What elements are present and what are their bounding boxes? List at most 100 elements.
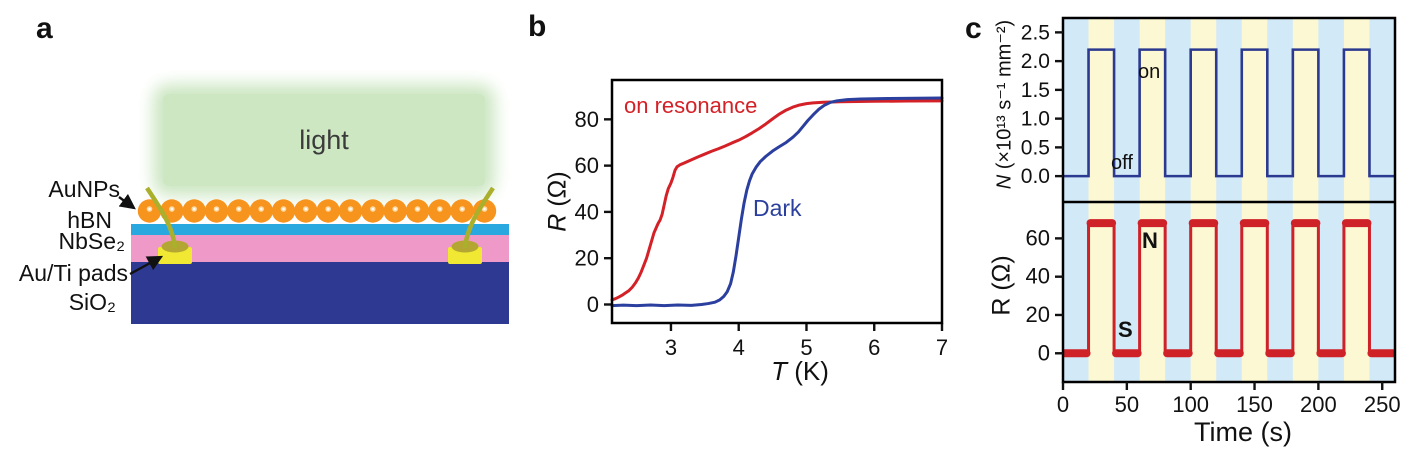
gold-nanoparticle	[361, 199, 385, 223]
c-top-y-tick-label: 2.0	[1021, 50, 1050, 73]
b-x-tick-label: 3	[665, 335, 677, 360]
hbn-layer	[131, 224, 509, 235]
b-y-tick-label: 0	[587, 292, 599, 317]
b-y-tick-label: 80	[575, 107, 599, 132]
gold-nanoparticle	[294, 199, 318, 223]
gold-nanoparticle	[405, 199, 430, 223]
c-x-tick-label: 100	[1172, 392, 1209, 417]
nbse2-layer	[131, 235, 509, 262]
c-bottom-y-axis-label: R (Ω)	[987, 255, 1016, 316]
gold-nanoparticle	[316, 199, 340, 223]
b-y-axis-label: R (Ω)	[544, 142, 573, 262]
gold-nanoparticle	[249, 199, 273, 223]
on-resonance-curve-label: on resonance	[624, 93, 758, 118]
gold-nanoparticle	[271, 199, 296, 223]
gold-nanoparticle	[227, 199, 251, 223]
auti-arrow	[129, 255, 164, 276]
light-label: light	[299, 124, 349, 155]
bond-wire-left	[145, 186, 178, 249]
b-x-var: T	[771, 356, 787, 386]
light-on-band	[1241, 18, 1268, 382]
c-x-tick-label: 150	[1236, 392, 1273, 417]
b-y-tick-label: 60	[575, 153, 599, 178]
series-on-resonance	[610, 99, 944, 302]
auti-pad-right	[448, 247, 482, 264]
c-top-y-tick-label: 0.0	[1021, 165, 1050, 188]
label-hbn: hBN	[67, 207, 112, 233]
light-on-band	[1343, 18, 1370, 382]
gold-nanoparticle	[428, 199, 452, 223]
gold-nanoparticle	[182, 199, 206, 223]
light-on-band	[1190, 18, 1217, 382]
b-plot-border	[610, 78, 944, 325]
gold-nanoparticle	[450, 199, 474, 223]
gold-nanoparticle	[204, 199, 229, 223]
c-bottom-y-tick-label: 0	[1038, 340, 1050, 365]
b-axis-ticks: 0 20 40 60 80 3 4 5 6 7	[575, 107, 949, 360]
b-y-tick-label: 20	[575, 246, 599, 271]
c-x-tick-label: 250	[1364, 392, 1401, 417]
b-x-axis-label: T (K)	[720, 356, 880, 387]
light-on-band	[1088, 18, 1115, 382]
panel-label-c: c	[965, 12, 982, 45]
panel-a-device-schematic: a light AuNPs hBN NbSe₂ Au/T	[0, 0, 520, 456]
resistance-flat-segments	[1064, 219, 1394, 358]
label-sio2: SiO₂	[68, 289, 116, 315]
annotation-on: on	[1138, 61, 1161, 83]
panel-b-rt-plot: b 0 20 40 60 80 3 4 5 6 7 R (Ω) T (K) on resonanc…	[520, 0, 960, 456]
annotation-normal-state: N	[1142, 228, 1158, 253]
c-top-y-rest: (×10¹³ s⁻¹ mm⁻²)	[993, 19, 1016, 175]
c-x-tick-label: 200	[1300, 392, 1337, 417]
label-auti: Au/Ti pads	[18, 260, 128, 286]
dark-curve-label: Dark	[753, 195, 802, 221]
gold-nanoparticle	[338, 199, 363, 223]
photon-flux-wave	[1064, 48, 1394, 178]
b-x-tick-label: 6	[868, 335, 880, 360]
c-axis-ticks: 0.0 0.5 1.0 1.5 2.0 2.5 0 20 40 60 0 50 100 150 200 250	[1021, 21, 1401, 417]
c-top-y-tick-label: 2.5	[1021, 21, 1050, 44]
c-top-y-var: N	[993, 174, 1016, 190]
time-trace-plot: 0.0 0.5 1.0 1.5 2.0 2.5 0 20 40 60 0 50 100 150 200 250	[1021, 16, 1401, 417]
b-x-rest: (K)	[787, 356, 829, 386]
gold-nanoparticle	[472, 199, 497, 223]
light-beam: light	[163, 94, 485, 186]
annotation-superconducting-state: S	[1118, 317, 1133, 342]
c-top-y-tick-label: 1.5	[1021, 79, 1050, 102]
c-top-y-axis-label: N (×10¹³ s⁻¹ mm⁻²)	[992, 5, 1017, 205]
c-bottom-y-tick-label: 20	[1026, 302, 1050, 327]
label-aunps: AuNPs	[48, 176, 120, 202]
panel-label-a: a	[36, 12, 53, 45]
light-on-band	[1139, 18, 1166, 382]
rt-plot: 0 20 40 60 80 3 4 5 6 7	[575, 78, 949, 360]
panel-label-b: b	[528, 10, 547, 43]
panel-c-time-traces: c 0.0 0.5 1.0 1.5 2.0 2.5 0 20 40 60 0 50 100 150 200 2…	[960, 0, 1404, 456]
c-x-tick-label: 50	[1115, 392, 1139, 417]
c-bottom-y-tick-label: 40	[1026, 264, 1050, 289]
gold-nanoparticle	[137, 199, 162, 223]
b-x-tick-label: 7	[936, 335, 948, 360]
auti-pad-left	[158, 247, 192, 264]
b-y-rest: (Ω)	[543, 171, 572, 214]
aunps-arrow	[118, 193, 136, 210]
c-top-y-tick-label: 1.0	[1021, 108, 1050, 131]
sio2-layer	[131, 262, 509, 324]
c-plot-border	[1061, 16, 1397, 384]
gold-nanoparticle-row	[137, 199, 497, 223]
annotation-off: off	[1111, 152, 1133, 174]
c-bottom-y-tick-label: 60	[1026, 225, 1050, 250]
b-y-tick-label: 40	[575, 199, 599, 224]
gold-nanoparticle	[383, 199, 407, 223]
c-x-axis-label: Time (s)	[1194, 417, 1292, 447]
bond-wire-right	[462, 186, 495, 249]
series-dark	[610, 96, 944, 308]
light-on-band	[1292, 18, 1319, 382]
b-x-tick-label: 5	[800, 335, 812, 360]
illumination-bands	[1063, 18, 1395, 382]
c-top-y-tick-label: 0.5	[1021, 136, 1050, 159]
device-schematic-drawing	[118, 186, 509, 324]
b-x-tick-label: 4	[733, 335, 745, 360]
b-y-var: R	[543, 213, 572, 232]
label-nbse2: NbSe₂	[58, 228, 125, 254]
c-x-tick-label: 0	[1057, 392, 1069, 417]
